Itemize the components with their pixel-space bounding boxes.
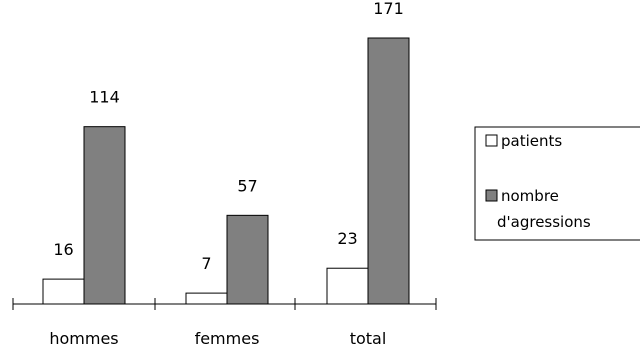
bar-total-agressions xyxy=(367,37,410,305)
category-label-total: total xyxy=(350,329,387,348)
value-label-total-patients: 23 xyxy=(337,229,357,248)
bar-total-patients xyxy=(326,267,369,305)
bar-hommes-patients xyxy=(42,278,85,305)
value-label-total-agressions: 171 xyxy=(373,0,404,18)
x-axis-ticks xyxy=(12,298,437,310)
value-label-femmes-patients: 7 xyxy=(201,254,211,273)
value-label-hommes-patients: 16 xyxy=(53,240,73,259)
legend-swatch-patients xyxy=(485,134,498,147)
value-label-femmes-agressions: 57 xyxy=(237,176,257,195)
bar-hommes-agressions xyxy=(83,126,126,305)
legend-frame xyxy=(474,126,640,241)
value-labels-group: 16 114 7 57 23 171 xyxy=(53,0,403,273)
category-labels-group: hommes femmes total xyxy=(49,329,386,348)
legend-label-patients: patients xyxy=(501,132,562,150)
bars-group xyxy=(42,37,410,305)
legend: patients nombre d'agressions xyxy=(474,126,640,241)
legend-label-agressions-line2: d'agressions xyxy=(497,213,591,231)
bar-femmes-patients xyxy=(185,292,228,305)
legend-swatch-agressions xyxy=(485,189,498,202)
category-label-hommes: hommes xyxy=(49,329,118,348)
category-label-femmes: femmes xyxy=(195,329,260,348)
legend-label-agressions-line1: nombre xyxy=(501,187,559,205)
value-label-hommes-agressions: 114 xyxy=(89,88,120,107)
bar-femmes-agressions xyxy=(226,214,269,305)
